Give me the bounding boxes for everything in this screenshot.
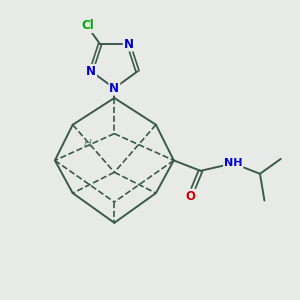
Text: N: N bbox=[124, 38, 134, 51]
Text: NH: NH bbox=[224, 158, 242, 168]
Text: N: N bbox=[86, 65, 96, 78]
Text: H: H bbox=[84, 139, 92, 149]
Text: Cl: Cl bbox=[81, 19, 94, 32]
Text: O: O bbox=[185, 190, 195, 202]
Text: N: N bbox=[109, 82, 119, 95]
